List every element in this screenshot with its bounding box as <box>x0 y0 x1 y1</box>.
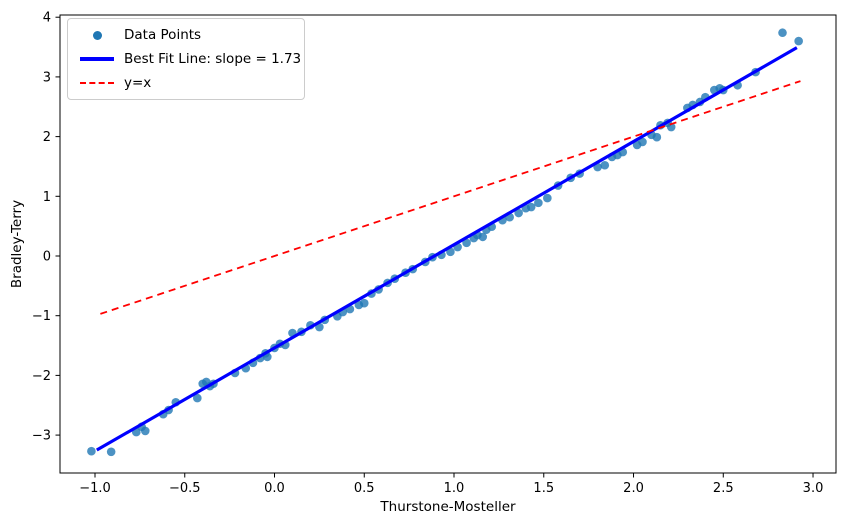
scatter-point <box>638 137 647 147</box>
scatter-point <box>794 36 803 46</box>
y-axis-tick-label: −1 <box>32 309 51 324</box>
scatter-point <box>600 160 610 170</box>
scatter-point <box>666 122 676 132</box>
best-fit-line <box>96 46 798 452</box>
x-axis-tick-label: 0.5 <box>354 481 375 496</box>
scatter-point <box>543 193 552 203</box>
scatter-point <box>478 232 488 242</box>
y-axis-tick-label: −3 <box>32 429 51 444</box>
scatter-point <box>514 208 523 218</box>
scatter-point <box>193 393 202 403</box>
dashed-line-icon <box>77 82 117 84</box>
x-axis-tick-label: 2.0 <box>623 481 644 496</box>
legend-label: Data Points <box>124 27 202 43</box>
x-axis-tick-label: 0.0 <box>264 481 285 496</box>
x-axis-tick-label: 1.0 <box>444 481 465 496</box>
legend-label: y=x <box>124 75 152 91</box>
x-axis-tick-label: −0.5 <box>169 481 201 496</box>
scatter-marker-icon <box>77 30 117 40</box>
scatter-point <box>462 238 471 248</box>
x-axis-tick-label: 2.5 <box>713 481 734 496</box>
identity-line <box>100 80 801 315</box>
x-axis-tick-label: −1.0 <box>79 481 111 496</box>
y-axis-tick-label: 0 <box>43 249 51 264</box>
legend: Data Points Best Fit Line: slope = 1.73 … <box>67 18 305 100</box>
scatter-point <box>87 446 96 456</box>
legend-label: Best Fit Line: slope = 1.73 <box>124 51 302 67</box>
scatter-point <box>359 298 369 308</box>
y-axis-tick-label: 3 <box>43 70 51 85</box>
scatter-point <box>534 198 543 208</box>
scatter-point <box>652 132 662 142</box>
plot-border <box>59 14 837 474</box>
x-axis-tick-label: 3.0 <box>803 481 824 496</box>
y-axis-tick-label: 4 <box>43 11 51 26</box>
y-axis-tick-label: −2 <box>32 369 51 384</box>
x-axis-title: Thurstone-Mosteller <box>380 499 516 515</box>
legend-item-best-fit: Best Fit Line: slope = 1.73 <box>77 50 301 68</box>
legend-item-data-points: Data Points <box>77 26 294 44</box>
scatter-point <box>526 202 536 212</box>
scatter-point <box>106 447 116 457</box>
legend-item-identity: y=x <box>77 74 294 92</box>
solid-line-icon <box>77 57 117 61</box>
y-axis-title: Bradley-Terry <box>9 199 25 289</box>
y-axis-tick-label: 2 <box>43 130 51 145</box>
y-axis-tick-label: 1 <box>43 190 51 205</box>
scatter-point <box>778 28 787 38</box>
scatter-point <box>140 426 150 436</box>
x-axis-tick-label: 1.5 <box>533 481 554 496</box>
